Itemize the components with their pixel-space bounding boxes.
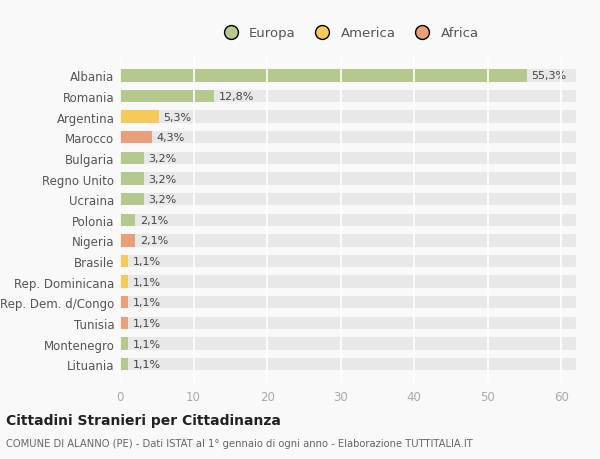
Bar [120, 70, 527, 83]
Bar [120, 111, 576, 123]
Bar [120, 276, 576, 288]
Bar [120, 297, 128, 309]
Text: 3,2%: 3,2% [148, 195, 176, 205]
Bar [120, 173, 576, 185]
Legend: Europa, America, Africa: Europa, America, Africa [212, 22, 484, 45]
Bar [120, 91, 214, 103]
Bar [120, 338, 128, 350]
Text: 1,1%: 1,1% [133, 339, 161, 349]
Text: COMUNE DI ALANNO (PE) - Dati ISTAT al 1° gennaio di ogni anno - Elaborazione TUT: COMUNE DI ALANNO (PE) - Dati ISTAT al 1°… [6, 438, 473, 448]
Text: 1,1%: 1,1% [133, 277, 161, 287]
Bar [120, 194, 576, 206]
Bar [120, 173, 143, 185]
Bar [120, 194, 143, 206]
Bar [120, 276, 128, 288]
Text: 1,1%: 1,1% [133, 359, 161, 369]
Bar [120, 132, 576, 144]
Bar [120, 235, 576, 247]
Text: Cittadini Stranieri per Cittadinanza: Cittadini Stranieri per Cittadinanza [6, 414, 281, 428]
Bar [120, 214, 136, 226]
Bar [120, 132, 152, 144]
Text: 12,8%: 12,8% [218, 92, 254, 102]
Bar [120, 235, 136, 247]
Bar [120, 111, 159, 123]
Text: 5,3%: 5,3% [163, 112, 191, 123]
Bar [120, 317, 576, 330]
Bar [120, 358, 576, 370]
Bar [120, 91, 576, 103]
Bar [120, 255, 128, 268]
Bar [120, 214, 576, 226]
Text: 1,1%: 1,1% [133, 297, 161, 308]
Text: 1,1%: 1,1% [133, 257, 161, 267]
Text: 3,2%: 3,2% [148, 174, 176, 184]
Bar [120, 70, 576, 83]
Bar [120, 297, 576, 309]
Text: 3,2%: 3,2% [148, 154, 176, 163]
Bar [120, 255, 576, 268]
Text: 1,1%: 1,1% [133, 318, 161, 328]
Text: 55,3%: 55,3% [531, 71, 566, 81]
Bar [120, 152, 576, 165]
Bar [120, 338, 576, 350]
Text: 2,1%: 2,1% [140, 236, 168, 246]
Text: 4,3%: 4,3% [156, 133, 184, 143]
Bar [120, 152, 143, 165]
Bar [120, 358, 128, 370]
Text: 2,1%: 2,1% [140, 215, 168, 225]
Bar [120, 317, 128, 330]
